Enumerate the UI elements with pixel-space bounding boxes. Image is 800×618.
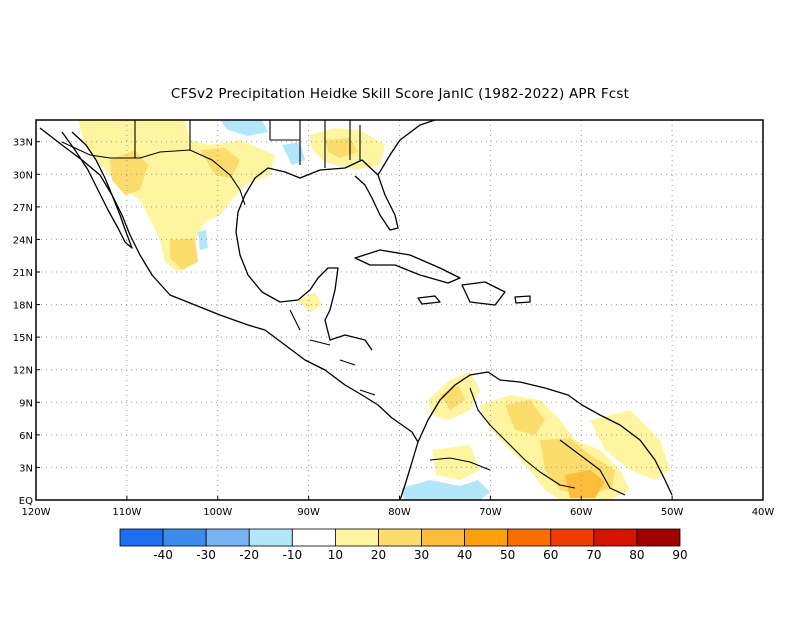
lat-tick-label: 30N — [13, 170, 33, 181]
map-title: CFSv2 Precipitation Heidke Skill Score J… — [170, 86, 630, 102]
colorbar-label: 10 — [328, 548, 343, 562]
lat-tick-label: 9N — [19, 398, 33, 409]
colorbar-label: -20 — [239, 548, 259, 562]
lat-tick-label: 24N — [13, 235, 33, 246]
lat-tick-label: 15N — [13, 333, 33, 344]
lon-tick-label: 120W — [22, 507, 51, 518]
colorbar-swatch — [550, 528, 595, 547]
colorbar-label: -40 — [153, 548, 173, 562]
colorbar-swatch — [248, 528, 293, 547]
coast-baja — [61, 131, 133, 249]
borders — [61, 120, 376, 396]
colorbar-label: 90 — [672, 548, 687, 562]
border-venezuela — [469, 387, 576, 489]
lat-tick-label: 21N — [13, 268, 33, 279]
lon-tick-label: 70W — [479, 507, 502, 518]
lat-tick-label: 3N — [19, 463, 33, 474]
colorbar-swatch — [162, 528, 207, 547]
lat-tick-label: 18N — [13, 301, 33, 312]
lat-tick-label: 33N — [13, 138, 33, 149]
shade-amazon — [432, 445, 480, 480]
shade-blue-2 — [282, 142, 305, 165]
border-us-states — [134, 120, 361, 168]
shade-yucatan — [298, 292, 322, 312]
coast-us-east — [377, 119, 436, 176]
coast-south-america — [417, 371, 673, 496]
colorbar-swatch — [593, 528, 638, 547]
lat-tick-label: 6N — [19, 431, 33, 442]
border-us-mexico — [61, 141, 246, 206]
lon-tick-label: 110W — [112, 507, 141, 518]
colorbar-label: -30 — [196, 548, 216, 562]
colorbar-label: 60 — [543, 548, 558, 562]
colorbar-swatch — [205, 528, 250, 547]
shade-blue-1 — [220, 120, 268, 136]
lat-tick-label: EQ — [19, 496, 33, 507]
colorbar-swatch — [291, 528, 336, 547]
shade-brazil-top — [590, 410, 670, 480]
shade-nw-mexico-30 — [110, 150, 148, 195]
island-jamaica — [417, 295, 441, 305]
colorbar-swatch — [378, 528, 422, 547]
shade-blue-3 — [198, 230, 208, 250]
colorbar: -40 -30 -20 -10 10 20 30 40 50 60 70 80 90 — [119, 528, 688, 562]
coast-florida — [319, 159, 399, 231]
colorbar-swatch — [464, 528, 509, 547]
colorbar-label: 30 — [414, 548, 429, 562]
shade-blue-4 — [402, 480, 490, 500]
colorbar-label: 70 — [586, 548, 601, 562]
colorbar-label: -10 — [283, 548, 303, 562]
lat-lon-grid — [36, 120, 763, 500]
lon-tick-label: 90W — [297, 507, 320, 518]
colorbar-label: 40 — [457, 548, 472, 562]
shade-sierra-30 — [200, 148, 240, 178]
island-hispaniola — [461, 281, 506, 306]
colorbar-swatch — [119, 528, 164, 547]
colorbar-swatch — [507, 528, 552, 547]
colorbar-swatch — [334, 528, 379, 547]
shade-guiana-40 — [565, 470, 605, 498]
lat-tick-label: 27N — [13, 203, 33, 214]
border-colombia — [429, 457, 491, 471]
lon-tick-label: 40W — [752, 507, 775, 518]
shade-central-mex — [170, 238, 198, 270]
lon-tick-label: 60W — [570, 507, 593, 518]
border-central-america — [289, 309, 376, 396]
island-puertorico — [514, 295, 531, 304]
island-cuba — [354, 249, 461, 284]
lon-tick-label: 50W — [661, 507, 684, 518]
colorbar-label: 20 — [371, 548, 386, 562]
latitude-labels: 33N 30N 27N 24N 21N 18N 15N 12N 9N 6N 3N EQ — [13, 138, 40, 507]
border-guianas — [559, 439, 626, 496]
colorbar-label: 80 — [629, 548, 644, 562]
lon-tick-label: 80W — [388, 507, 411, 518]
colorbar-label: 50 — [500, 548, 515, 562]
colorbar-swatch — [636, 528, 681, 547]
coast-gulf — [235, 167, 373, 351]
lat-tick-label: 12N — [13, 366, 33, 377]
shade-venezuela-30 — [505, 400, 545, 435]
longitude-labels: 120W 110W 100W 90W 80W 70W 60W 50W 40W — [22, 496, 775, 518]
colorbar-swatch — [421, 528, 466, 547]
shade-colombia-30 — [440, 385, 465, 410]
lon-tick-label: 100W — [203, 507, 232, 518]
coastlines — [39, 119, 673, 501]
